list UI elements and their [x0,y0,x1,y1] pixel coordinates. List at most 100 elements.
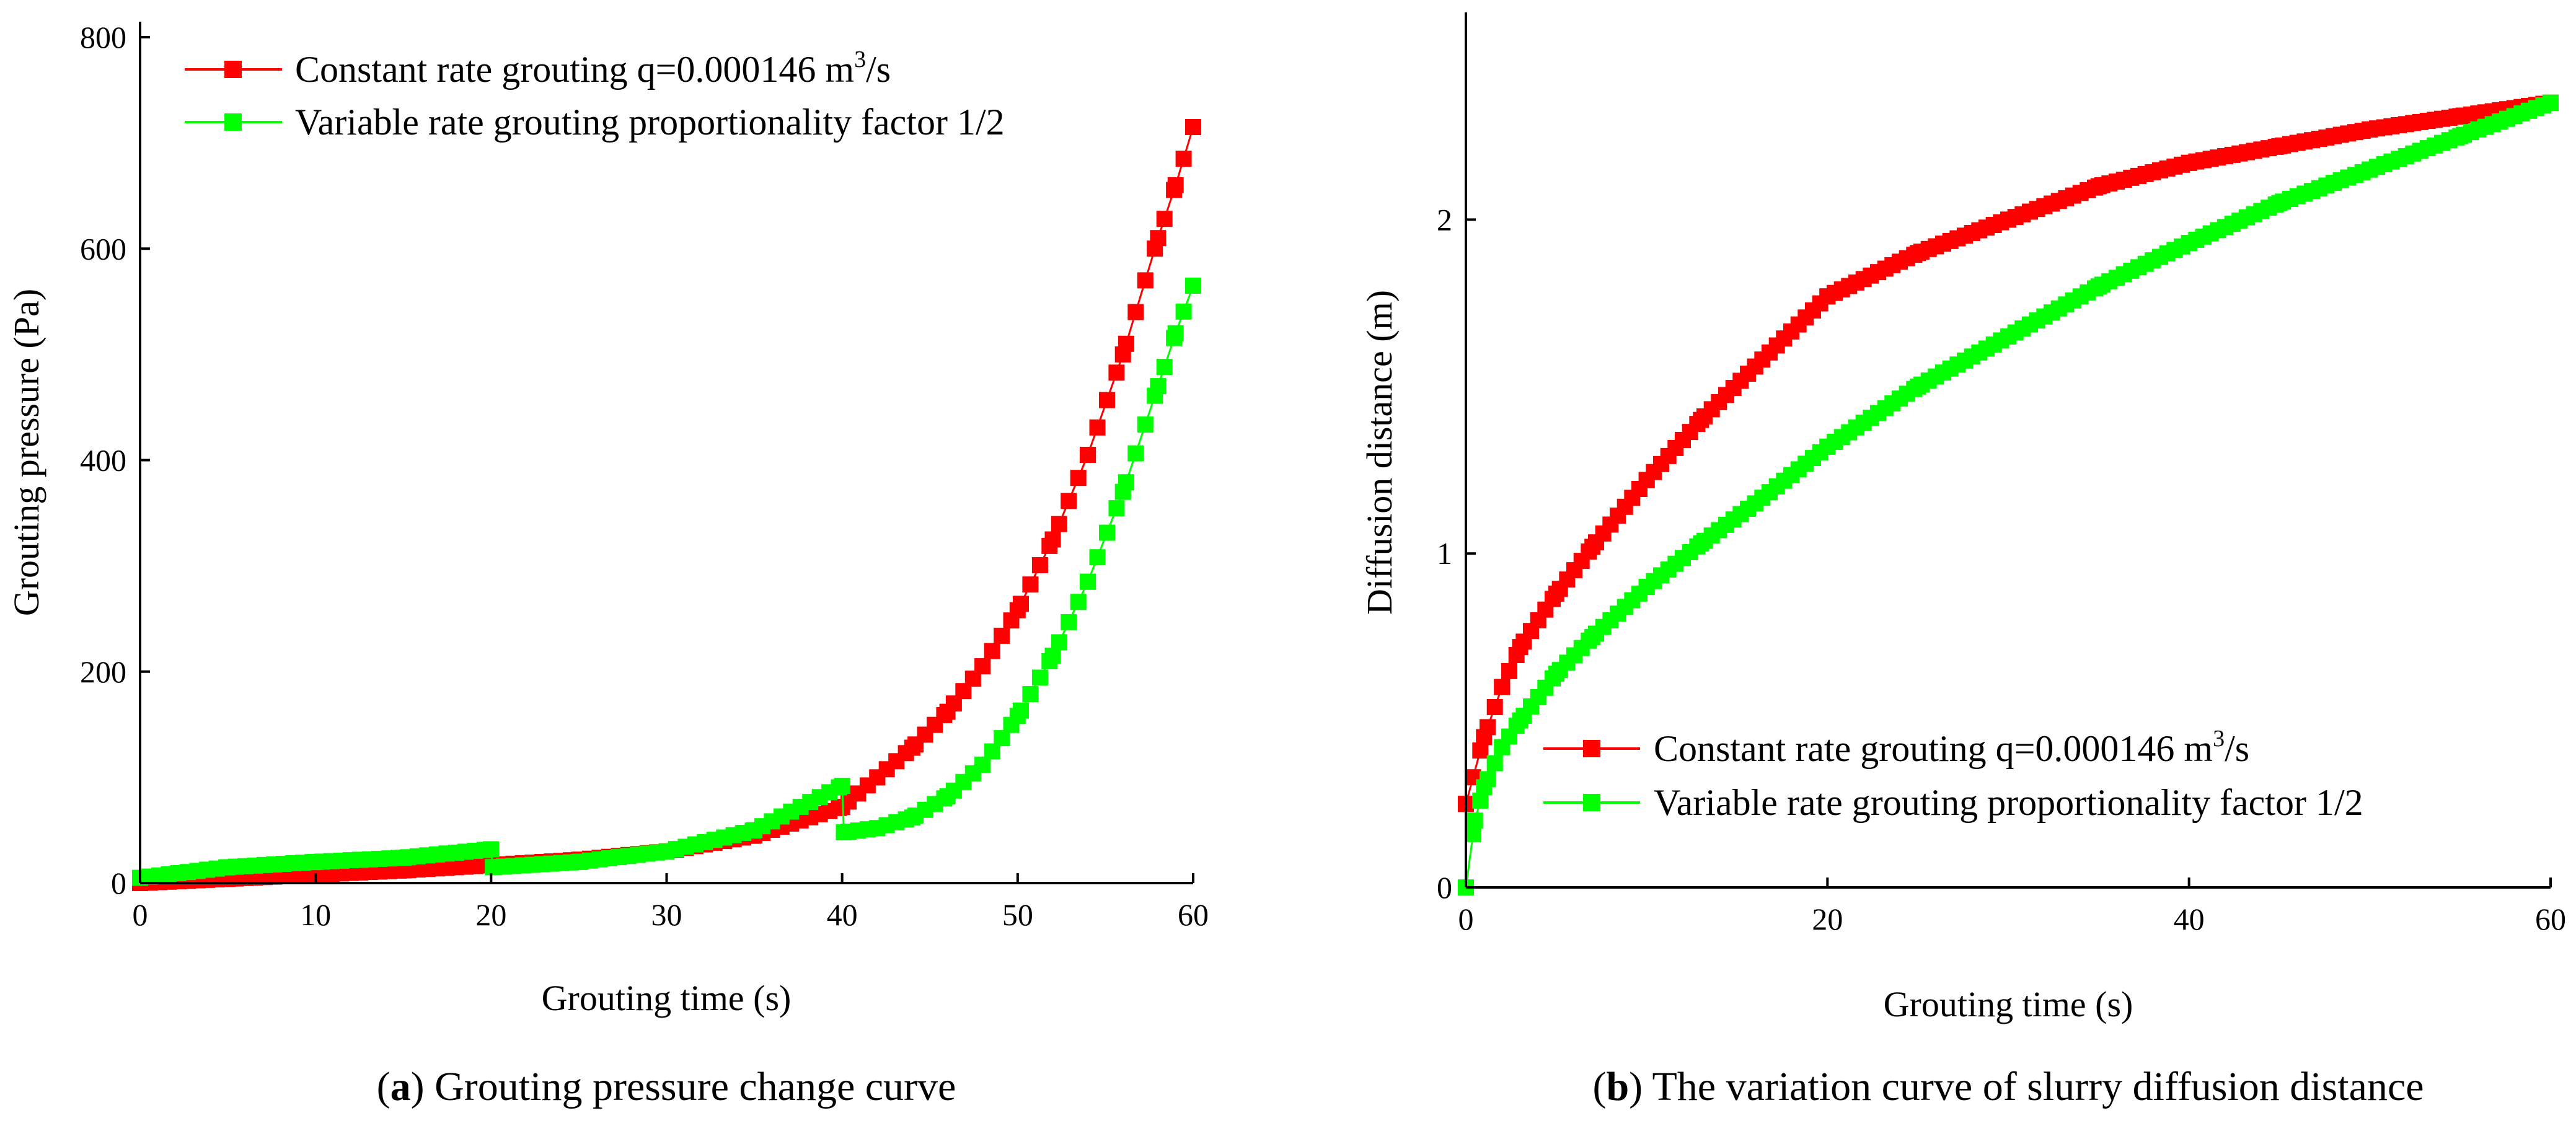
chart-b-point-constant [1486,699,1503,715]
chart-b-data-point-constant [2362,121,2378,138]
chart-b-legend-label-constant-main: Constant rate grouting q=0.000146 m [1654,728,2213,769]
chart-a-data-point-constant [1150,230,1167,247]
chart-a-y-tick-label-2: 400 [80,443,126,478]
chart-a-data-point-constant [869,769,886,786]
chart-a-y-ticks: 0 200 400 600 800 [80,20,150,900]
chart-b-data-point-variable [1548,666,1564,682]
chart-a-point-constant [1156,211,1173,227]
chart-a-point-variable [1031,669,1048,686]
chart-a-pressure: 0 10 20 30 40 50 60 0 200 400 600 800 Grouting tim… [6,20,1209,1109]
chart-a-caption-letter: a [390,1064,411,1109]
chart-b-x-tick-label-3: 60 [2535,902,2566,936]
chart-a-point-variable [1156,359,1173,375]
chart-a-y-tick-label-0: 0 [111,866,126,900]
chart-a-data-point-variable [836,824,852,841]
chart-a-point-constant [1137,272,1153,289]
chart-b-point-constant [1501,662,1517,679]
chart-b-legend-marker-variable [1583,794,1600,811]
chart-a-y-tick-label-3: 600 [80,231,126,266]
chart-b-data-point-variable [1584,628,1601,645]
chart-b-caption-letter: b [1606,1064,1629,1109]
chart-a-point-constant [1051,516,1067,532]
chart-a-point-variable [1099,524,1115,541]
chart-b-y-tick-label-0: 0 [1437,870,1452,905]
chart-a-caption-open: ( [377,1064,390,1109]
chart-b-x-tick-label-1: 20 [1812,902,1843,936]
chart-b-data-point-variable [2543,94,2559,111]
chart-b-data-point-constant [1512,639,1528,656]
chart-a-x-tick-label-5: 50 [1002,897,1033,932]
chart-b-data-point-constant [2452,108,2469,125]
chart-a-legend-item-constant: Constant rate grouting q=0.000146 m3/s [185,46,891,90]
chart-b-data-point-constant [2090,178,2107,195]
chart-a-data-point-variable [869,820,886,837]
chart-a-point-variable [1070,594,1087,610]
chart-b-data-point-variable [2271,195,2288,211]
chart-a-x-tick-label-2: 20 [475,897,506,932]
chart-b-caption-close: ) [1629,1064,1652,1109]
chart-b-x-tick-label-2: 40 [2174,902,2205,936]
chart-b-data-point-variable [1494,739,1511,755]
chart-a-data-point-variable [483,841,500,858]
chart-a-series-line-constant [139,126,1194,884]
chart-a-y-axis-title: Grouting pressure (Pa) [6,289,46,616]
chart-a-x-ticks: 0 10 20 30 40 50 60 [133,873,1209,932]
chart-a-point-constant [994,627,1010,644]
chart-a-point-constant [1061,493,1077,509]
chart-a-data-point-variable [307,853,324,870]
chart-a-data-point-constant [1114,346,1131,363]
chart-a-point-variable [1051,634,1067,651]
chart-b-data-point-constant [1548,585,1564,602]
chart-b-data-point-variable [2362,161,2378,178]
chart-a-point-constant [1031,557,1048,573]
chart-b-y-axis-title: Diffusion distance (m) [1359,290,1400,615]
chart-a-data-point-constant [939,703,956,720]
chart-a-data-point-variable [485,859,501,876]
chart-a-point-constant [1089,419,1106,436]
chart-a-point-constant [1022,576,1039,593]
chart-a-data-point-variable [1080,573,1096,590]
chart-a-data-point-variable [974,756,991,773]
chart-b-y-tick-label-2: 2 [1437,202,1452,237]
chart-a-data-point-variable [1150,378,1167,395]
chart-a-legend-label-variable: Variable rate grouting proportionality f… [295,102,1005,143]
chart-b-legend: Constant rate grouting q=0.000146 m3/s V… [1543,726,2363,823]
chart-b-series-layer [1458,94,2559,895]
chart-b-legend-label-constant: Constant rate grouting q=0.000146 m3/s [1654,726,2249,769]
chart-a-y-tick-label-1: 200 [80,654,126,689]
chart-a-data-point-variable [1167,325,1184,341]
chart-b-y-ticks: 0 1 2 [1437,202,1476,905]
chart-b-data-point-constant [1747,358,1763,375]
chart-b-data-point-variable [1910,378,1926,395]
chart-b-data-point-variable [1638,579,1655,596]
chart-a-point-constant [1108,364,1125,381]
chart-b-data-point-variable [1819,438,1836,455]
chart-a-caption-close: ) [411,1064,434,1109]
chart-b-data-point-variable [2181,235,2197,252]
chart-a-x-tick-label-0: 0 [133,897,148,932]
chart-b-data-point-constant [1819,288,1836,305]
chart-b-data-point-variable [1476,779,1493,796]
chart-a-point-constant [1070,470,1087,486]
chart-a-data-point-variable [219,859,236,876]
chart-a-data-point-variable [658,843,675,860]
chart-a-legend-marker-constant [224,61,242,78]
chart-b-diffusion: 0 20 40 60 0 1 2 Grouting time (s) Diffusion … [1359,12,2566,1109]
chart-a-data-point-variable [1185,278,1201,294]
chart-b-data-point-constant [1910,245,1926,262]
chart-b-data-point-constant [1638,472,1655,488]
chart-b-data-point-variable [1512,712,1528,729]
chart-a-legend-label-constant: Constant rate grouting q=0.000146 m3/s [295,46,891,90]
chart-a-data-point-constant [1009,602,1026,618]
chart-a-point-constant [1099,392,1115,408]
chart-a-x-axis-title: Grouting time (s) [542,978,792,1018]
chart-b-legend-item-variable: Variable rate grouting proportionality f… [1543,782,2363,823]
chart-b-point-variable [1486,755,1503,772]
chart-a-point-constant [1175,151,1192,167]
chart-a-caption-text: Grouting pressure change curve [434,1064,956,1109]
chart-b-caption: (b) The variation curve of slurry diffus… [1592,1064,2424,1109]
chart-a-data-point-variable [1044,648,1061,664]
chart-a-legend-label-constant-tail: /s [866,49,891,90]
chart-a-data-point-variable [570,853,587,870]
chart-a-data-point-variable [395,850,412,866]
